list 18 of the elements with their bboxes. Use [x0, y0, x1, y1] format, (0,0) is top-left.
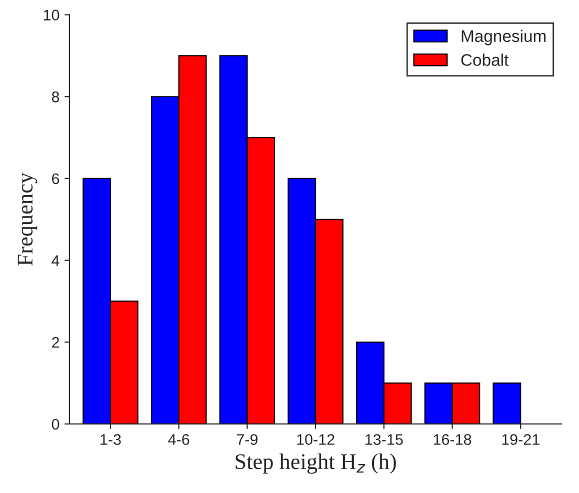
bar	[492, 382, 522, 424]
legend-label: Cobalt	[461, 54, 509, 66]
y-tick-label: 0	[52, 418, 60, 430]
y-tick-label: 4	[52, 255, 60, 266]
y-tick-label: 6	[52, 173, 60, 184]
y-tick-label: 10	[44, 10, 60, 20]
x-tick-label: 19-21	[502, 434, 540, 445]
y-tick-label: 2	[52, 337, 59, 348]
x-tick-label: 7-9	[236, 434, 258, 445]
legend-label: Magnesium	[462, 30, 546, 46]
x-tick-label: 4-6	[168, 434, 190, 445]
x-tick-label: 16-18	[434, 434, 472, 445]
y-tick-label: 8	[52, 91, 60, 102]
x-tick-label: 13-15	[366, 434, 403, 445]
x-tick-label: 1-3	[100, 434, 121, 445]
y-axis-title: Frequency	[18, 172, 38, 266]
x-axis-title: Step height H$_{z}$ (h)	[236, 454, 396, 474]
x-tick-label: 10-12	[297, 434, 334, 445]
